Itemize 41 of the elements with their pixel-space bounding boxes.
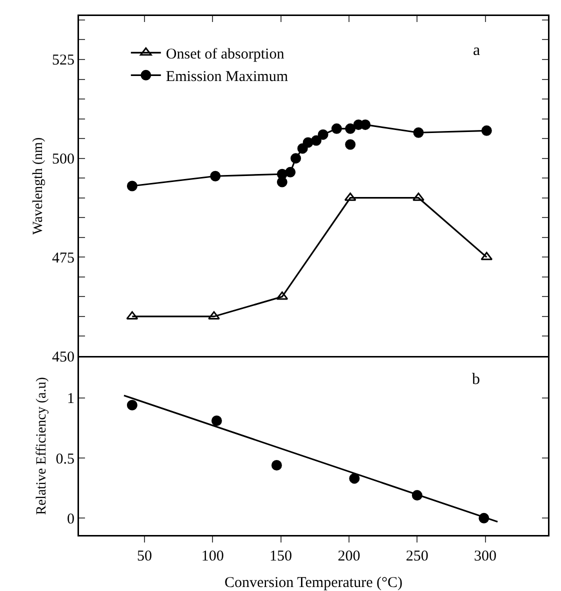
legend-label: Emission Maximum <box>166 69 288 85</box>
point <box>481 125 492 136</box>
x-tick-label: 50 <box>136 548 152 564</box>
point <box>208 311 220 320</box>
y-tick-label: 1 <box>67 391 74 408</box>
x-tick-label: 150 <box>270 548 292 564</box>
point <box>412 192 424 201</box>
point <box>349 473 360 484</box>
point <box>126 180 138 192</box>
y-tick-label: 0.5 <box>56 451 74 468</box>
annotation: b <box>472 371 480 388</box>
point <box>480 252 493 260</box>
point <box>345 139 356 150</box>
point <box>276 291 288 300</box>
point <box>345 123 356 134</box>
point <box>310 135 322 146</box>
x-tick-label: 100 <box>201 548 224 564</box>
point <box>126 400 138 410</box>
point <box>285 166 296 178</box>
point <box>271 460 282 470</box>
x-tick-label: 250 <box>406 548 428 564</box>
y-tick-label: 475 <box>52 250 74 266</box>
y-tick-label: 500 <box>52 152 74 168</box>
x-tick-label: 200 <box>338 548 360 564</box>
annotation: a <box>473 42 480 59</box>
point <box>318 129 328 140</box>
point <box>290 153 302 164</box>
x-axis-title: Conversion Temperature (°C) <box>224 575 402 591</box>
point <box>360 119 371 130</box>
y-tick-label: 525 <box>52 52 74 69</box>
point <box>211 415 222 426</box>
y-tick-label: 450 <box>52 349 74 366</box>
y-axis-title: Wavelength (nm) <box>30 137 46 235</box>
point <box>331 123 342 134</box>
point <box>413 127 424 138</box>
x-tick-label: 300 <box>474 548 497 564</box>
legend-label: Onset of absorption <box>166 46 285 62</box>
y-axis-title: Relative Efficiency (a.u) <box>34 376 50 515</box>
y-tick-label: 0 <box>67 511 74 528</box>
point <box>276 176 288 188</box>
point <box>210 170 221 182</box>
